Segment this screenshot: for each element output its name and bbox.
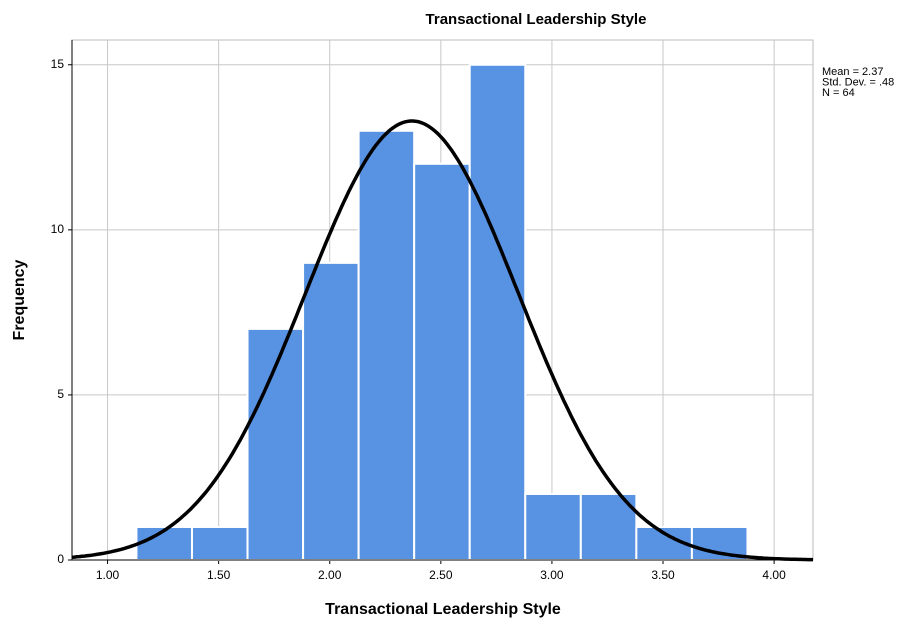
y-tick-label: 0 [57, 552, 64, 566]
chart-title: Transactional Leadership Style [426, 11, 647, 28]
stat-annotation: Std. Dev. = .48 [822, 76, 894, 88]
bar [190, 525, 249, 562]
bar [468, 63, 527, 561]
x-tick-label: 3.00 [540, 568, 564, 582]
y-axis-label: Frequency [11, 259, 28, 340]
bar [413, 162, 471, 562]
normal-curve [71, 119, 813, 562]
stat-annotation: N = 64 [822, 87, 855, 99]
stat-annotation: Mean = 2.37 [822, 66, 883, 78]
bar [524, 492, 582, 562]
x-tick-label: 1.50 [207, 568, 231, 582]
x-axis-label: Transactional Leadership Style [325, 601, 561, 618]
x-tick-label: 4.00 [762, 568, 786, 582]
x-tick-label: 1.00 [96, 568, 120, 582]
bar [302, 261, 360, 561]
bar [357, 129, 416, 562]
y-tick-label: 15 [51, 57, 65, 71]
x-tick-label: 2.50 [429, 568, 453, 582]
x-tick-label: 3.50 [651, 568, 675, 582]
y-tick-label: 10 [51, 222, 65, 236]
y-tick-label: 5 [57, 387, 64, 401]
x-tick-label: 2.00 [318, 568, 342, 582]
